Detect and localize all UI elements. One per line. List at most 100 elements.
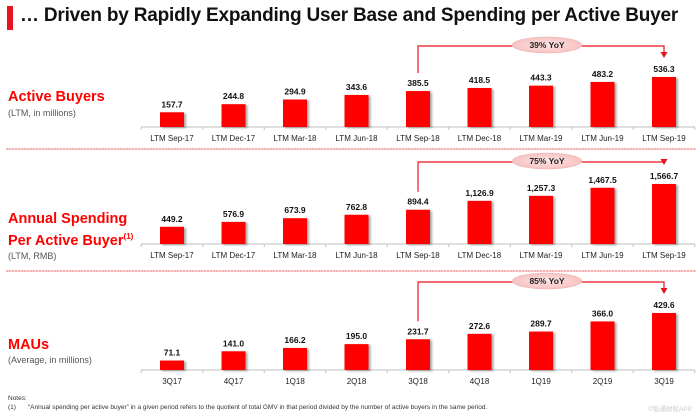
- active-buyers-bar: [344, 94, 369, 127]
- maus-category-label: 1Q19: [531, 377, 551, 386]
- maus-category-label: 3Q17: [162, 377, 182, 386]
- maus-bar: [221, 351, 246, 370]
- maus-value-label: 71.1: [164, 348, 181, 358]
- notes-heading: Notes:: [8, 395, 27, 402]
- spending-title: Annual Spending Per Active Buyer(1): [8, 210, 133, 250]
- page-title: … Driven by Rapidly Expanding User Base …: [20, 5, 679, 26]
- maus-value-label: 429.6: [653, 300, 675, 310]
- annual-spending-category-label: LTM Dec-17: [212, 251, 256, 260]
- annual-spending-bar: [221, 221, 246, 244]
- spending-title-line1: Annual Spending: [8, 211, 128, 227]
- active-buyers-category-label: LTM Dec-17: [212, 134, 256, 143]
- annual-spending-category-label: LTM Sep-17: [150, 251, 194, 260]
- active-buyers-subtitle: (LTM, in millions): [8, 108, 76, 118]
- annual-spending-category-label: LTM Sep-18: [396, 251, 440, 260]
- annual-spending-category-label: LTM Sep-19: [642, 251, 686, 260]
- active-buyers-value-label: 157.7: [161, 99, 183, 109]
- annual-spending-category-label: LTM Jun-18: [335, 251, 378, 260]
- active-buyers-category-label: LTM Sep-18: [396, 134, 440, 143]
- annual-spending-yoy-pill: [511, 152, 583, 170]
- maus-yoy-label: 85% YoY: [529, 276, 564, 286]
- maus-yoy-arrowhead: [660, 288, 668, 294]
- maus-yoy-pill: [511, 272, 583, 290]
- annual-spending-value-label: 673.9: [284, 205, 306, 215]
- active-buyers-bar: [652, 77, 676, 127]
- annual-spending-bar: [590, 187, 615, 244]
- watermark: ©智通财经APP: [648, 406, 692, 413]
- annual-spending-category-label: LTM Mar-19: [520, 251, 564, 260]
- active-buyers-yoy-label: 39% YoY: [529, 40, 564, 50]
- active-buyers-title: Active Buyers: [8, 89, 105, 105]
- annual-spending-value-label: 762.8: [346, 202, 368, 212]
- maus-bar: [344, 344, 369, 370]
- annual-spending-bar: [406, 209, 430, 244]
- section-divider: [6, 270, 696, 272]
- maus-category-label: 2Q18: [347, 377, 367, 386]
- spending-title-line2: Per Active Buyer: [8, 232, 124, 249]
- active-buyers-value-label: 343.6: [346, 82, 368, 92]
- active-buyers-category-label: LTM Dec-18: [458, 134, 502, 143]
- active-buyers-bar: [467, 87, 492, 127]
- active-buyers-value-label: 418.5: [469, 75, 491, 85]
- maus-category-label: 3Q19: [654, 377, 674, 386]
- spending-subtitle: (LTM, RMB): [8, 251, 57, 261]
- annual-spending-category-label: LTM Mar-18: [274, 251, 318, 260]
- active-buyers-value-label: 385.5: [407, 78, 429, 88]
- maus-value-label: 272.6: [469, 321, 491, 331]
- active-buyers-bar: [529, 85, 553, 127]
- maus-bar: [406, 339, 430, 370]
- footnote-mark: (1): [123, 232, 134, 241]
- maus-bar: [160, 360, 184, 370]
- maus-value-label: 166.2: [284, 335, 306, 345]
- annual-spending-yoy-arrowhead: [660, 159, 668, 165]
- active-buyers-value-label: 443.3: [530, 73, 552, 83]
- notes: Notes: (1) “Annual spending per active bu…: [8, 394, 487, 412]
- maus-category-label: 3Q18: [408, 377, 428, 386]
- note-number: (1): [8, 404, 16, 411]
- annual-spending-category-label: LTM Dec-18: [458, 251, 502, 260]
- active-buyers-yoy-arrowhead: [660, 52, 668, 58]
- maus-value-label: 141.0: [223, 338, 245, 348]
- active-buyers-value-label: 244.8: [223, 91, 245, 101]
- title-accent-bar: [7, 6, 13, 30]
- annual-spending-value-label: 1,257.3: [527, 183, 556, 193]
- annual-spending-bar: [283, 218, 307, 244]
- maus-bar: [283, 347, 307, 370]
- annual-spending-bar: [467, 200, 492, 244]
- section-divider: [6, 148, 696, 150]
- active-buyers-bar: [160, 112, 184, 127]
- annual-spending-bar: [160, 226, 184, 244]
- active-buyers-category-label: LTM Mar-19: [520, 134, 564, 143]
- annual-spending-yoy-label: 75% YoY: [529, 156, 564, 166]
- maus-bar: [467, 333, 492, 370]
- maus-category-label: 2Q19: [593, 377, 613, 386]
- active-buyers-category-label: LTM Mar-18: [274, 134, 318, 143]
- note-item: (1) “Annual spending per active buyer” in…: [8, 403, 487, 412]
- active-buyers-value-label: 536.3: [653, 64, 675, 74]
- active-buyers-value-label: 294.9: [284, 87, 306, 97]
- active-buyers-bar: [590, 81, 615, 127]
- annual-spending-value-label: 576.9: [223, 209, 245, 219]
- active-buyers-category-label: LTM Sep-19: [642, 134, 686, 143]
- maus-bar: [590, 321, 615, 370]
- maus-value-label: 195.0: [346, 331, 368, 341]
- active-buyers-bar: [283, 99, 307, 127]
- annual-spending-value-label: 1,566.7: [650, 171, 679, 181]
- annual-spending-bar: [652, 184, 676, 244]
- maus-value-label: 231.7: [407, 326, 429, 336]
- note-text: “Annual spending per active buyer” in a …: [28, 404, 488, 411]
- maus-bar: [529, 331, 553, 370]
- active-buyers-category-label: LTM Jun-18: [335, 134, 378, 143]
- maus-category-label: 1Q18: [285, 377, 305, 386]
- annual-spending-value-label: 1,126.9: [465, 188, 494, 198]
- maus-title: MAUs: [8, 337, 50, 353]
- active-buyers-bar: [406, 91, 430, 127]
- active-buyers-value-label: 483.2: [592, 69, 614, 79]
- active-buyers-yoy-pill: [511, 36, 583, 54]
- maus-bar: [652, 313, 676, 370]
- maus-subtitle: (Average, in millions): [8, 355, 92, 365]
- active-buyers-category-label: LTM Sep-17: [150, 134, 194, 143]
- annual-spending-value-label: 449.2: [161, 214, 183, 224]
- maus-value-label: 289.7: [530, 319, 552, 329]
- active-buyers-category-label: LTM Jun-19: [581, 134, 624, 143]
